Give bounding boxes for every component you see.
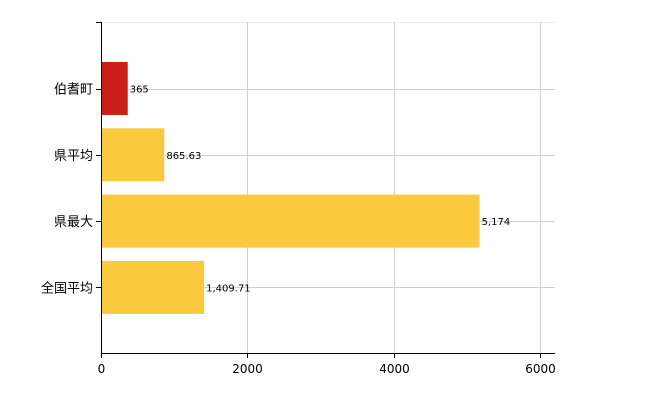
x-tick-label: 0 [98,362,106,376]
axes [96,22,555,358]
data-label: 5,174 [482,217,511,228]
data-label: 1,409.71 [206,283,251,294]
data-label: 865.63 [166,151,201,162]
labels: 365 伯耆町 865.63 県平均 5,174 県最大 1,409.71 全国平均 0 2000… [41,83,556,377]
bar [102,194,480,248]
bar [102,62,128,115]
data-label: 365 [130,85,149,96]
category-label: 全国平均 [41,280,93,296]
x-tick-label: 4000 [379,362,410,376]
bar [102,260,205,314]
bars [102,62,480,314]
bar [102,128,165,182]
category-label: 伯耆町 [54,83,93,98]
x-tick-label: 6000 [525,362,556,376]
category-label: 県最大 [54,215,93,230]
category-label: 県平均 [54,149,93,164]
x-tick-label: 2000 [232,362,263,376]
